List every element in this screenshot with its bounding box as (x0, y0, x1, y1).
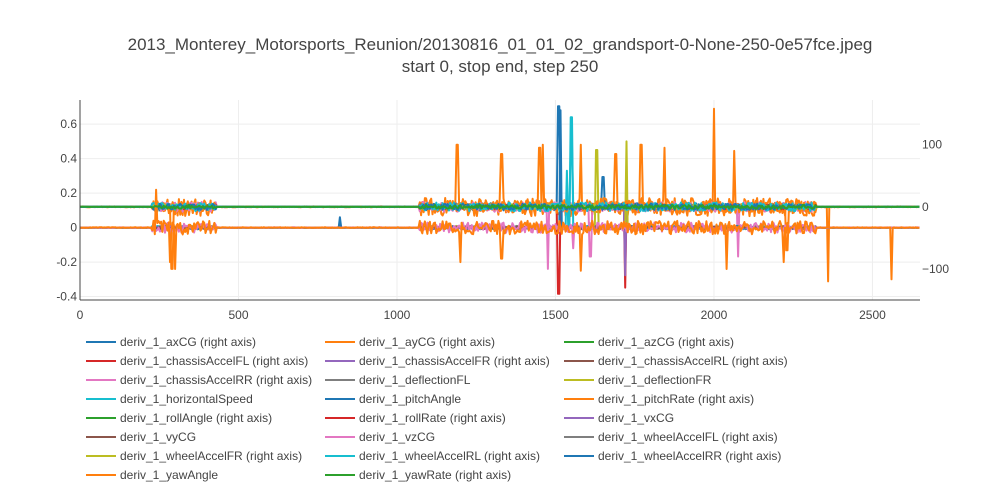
y-tick-label-left: 0.6 (60, 117, 77, 131)
legend-label: deriv_1_deflectionFR (598, 372, 712, 387)
chart-subtitle: start 0, stop end, step 250 (401, 57, 599, 76)
series-line-deriv-1-aycg-right-axis- (79, 107, 920, 283)
legend-swatch (325, 397, 355, 400)
legend-swatch (86, 378, 116, 381)
legend-item[interactable]: deriv_1_wheelAccelFR (right axis) (86, 446, 325, 465)
legend-item[interactable]: deriv_1_azCG (right axis) (564, 332, 803, 351)
y-tick-label-left: -0.2 (56, 255, 77, 269)
legend-swatch (564, 454, 594, 457)
legend-swatch (564, 397, 594, 400)
legend-item[interactable]: deriv_1_wheelAccelRR (right axis) (564, 446, 803, 465)
legend-label: deriv_1_yawAngle (120, 467, 219, 482)
legend-swatch (86, 397, 116, 400)
legend-item[interactable]: deriv_1_wheelAccelFL (right axis) (564, 427, 803, 446)
legend-label: deriv_1_chassisAccelRL (right axis) (598, 353, 788, 368)
legend-item[interactable]: deriv_1_horizontalSpeed (86, 389, 325, 408)
series-line-deriv-1-yawrate-right-axis- (80, 204, 920, 210)
legend-item[interactable]: deriv_1_deflectionFL (325, 370, 564, 389)
legend-item[interactable]: deriv_1_chassisAccelRL (right axis) (564, 351, 803, 370)
legend-swatch (86, 340, 116, 343)
line-chart: 0 500 1000 1500 2000 2500-0.4-0.200.20.40.6−1… (56, 100, 949, 322)
legend-item[interactable]: deriv_1_rollAngle (right axis) (86, 408, 325, 427)
legend-item[interactable]: deriv_1_chassisAccelFR (right axis) (325, 351, 564, 370)
legend-label: deriv_1_deflectionFL (359, 372, 471, 387)
legend-swatch (325, 454, 355, 457)
legend-swatch (86, 416, 116, 419)
chart-title-block: 2013_Monterey_Motorsports_Reunion/201308… (0, 34, 1000, 78)
legend-item[interactable]: deriv_1_axCG (right axis) (86, 332, 325, 351)
y-tick-label-left: 0 (70, 221, 77, 235)
legend-label: deriv_1_yawRate (right axis) (359, 467, 512, 482)
legend-label: deriv_1_chassisAccelFL (right axis) (120, 353, 309, 368)
legend-swatch (86, 359, 116, 362)
legend-swatch (564, 340, 594, 343)
legend-swatch (325, 473, 355, 476)
x-tick-label: 1000 (384, 308, 411, 322)
legend-item[interactable]: deriv_1_vzCG (325, 427, 564, 446)
legend-label: deriv_1_vzCG (359, 429, 436, 444)
legend-swatch (325, 416, 355, 419)
legend-swatch (564, 378, 594, 381)
legend-swatch (564, 435, 594, 438)
y-tick-label-left: 0.2 (60, 186, 77, 200)
x-tick-label: 2500 (859, 308, 886, 322)
legend-label: deriv_1_pitchAngle (359, 391, 462, 406)
axes: 0 500 1000 1500 2000 2500-0.4-0.200.20.40.6−1… (56, 100, 949, 322)
legend-swatch (86, 435, 116, 438)
legend-label: deriv_1_wheelAccelFL (right axis) (598, 429, 778, 444)
legend-swatch (564, 416, 594, 419)
legend-label: deriv_1_azCG (right axis) (598, 334, 735, 349)
legend-label: deriv_1_horizontalSpeed (120, 391, 253, 406)
legend-swatch (86, 454, 116, 457)
y-tick-label-left: 0.4 (60, 152, 77, 166)
legend-swatch (325, 378, 355, 381)
legend-label: deriv_1_pitchRate (right axis) (598, 391, 755, 406)
legend-item[interactable]: deriv_1_rollRate (right axis) (325, 408, 564, 427)
legend-item[interactable]: deriv_1_yawRate (right axis) (325, 465, 564, 484)
legend-item[interactable]: deriv_1_ayCG (right axis) (325, 332, 564, 351)
x-tick-label: 0 (77, 308, 84, 322)
legend-item[interactable]: deriv_1_deflectionFR (564, 370, 803, 389)
y-tick-label-right: −100 (922, 262, 949, 276)
legend-swatch (325, 359, 355, 362)
legend-label: deriv_1_rollRate (right axis) (359, 410, 506, 425)
legend-item[interactable]: deriv_1_vyCG (86, 427, 325, 446)
legend-label: deriv_1_chassisAccelRR (right axis) (120, 372, 313, 387)
legend-swatch (325, 435, 355, 438)
y-tick-label-right: 0 (922, 200, 929, 214)
legend-swatch (564, 359, 594, 362)
legend-item[interactable]: deriv_1_chassisAccelFL (right axis) (86, 351, 325, 370)
x-tick-label: 2000 (701, 308, 728, 322)
x-tick-label: 1500 (542, 308, 569, 322)
y-tick-label-right: 100 (922, 138, 942, 152)
legend-swatch (86, 473, 116, 476)
legend-item[interactable]: deriv_1_chassisAccelRR (right axis) (86, 370, 325, 389)
legend-label: deriv_1_chassisAccelFR (right axis) (359, 353, 550, 368)
legend-swatch (325, 340, 355, 343)
legend-item[interactable]: deriv_1_vxCG (564, 408, 803, 427)
legend-label: deriv_1_axCG (right axis) (120, 334, 257, 349)
legend-label: deriv_1_vyCG (120, 429, 197, 444)
legend-item[interactable]: deriv_1_pitchRate (right axis) (564, 389, 803, 408)
legend-label: deriv_1_rollAngle (right axis) (120, 410, 273, 425)
y-tick-label-left: -0.4 (56, 290, 77, 304)
series-line-deriv-1-yawangle (79, 188, 920, 281)
series-lines (79, 105, 920, 295)
legend-item[interactable]: deriv_1_wheelAccelRL (right axis) (325, 446, 564, 465)
legend: deriv_1_axCG (right axis) deriv_1_ayCG (r… (86, 332, 966, 484)
legend-label: deriv_1_wheelAccelRR (right axis) (598, 448, 782, 463)
legend-label: deriv_1_ayCG (right axis) (359, 334, 496, 349)
legend-item[interactable]: deriv_1_pitchAngle (325, 389, 564, 408)
legend-label: deriv_1_wheelAccelRL (right axis) (359, 448, 540, 463)
legend-label: deriv_1_wheelAccelFR (right axis) (120, 448, 303, 463)
legend-item[interactable]: deriv_1_yawAngle (86, 465, 325, 484)
legend-label: deriv_1_vxCG (598, 410, 675, 425)
x-tick-label: 500 (228, 308, 248, 322)
chart-title: 2013_Monterey_Motorsports_Reunion/201308… (127, 35, 873, 54)
